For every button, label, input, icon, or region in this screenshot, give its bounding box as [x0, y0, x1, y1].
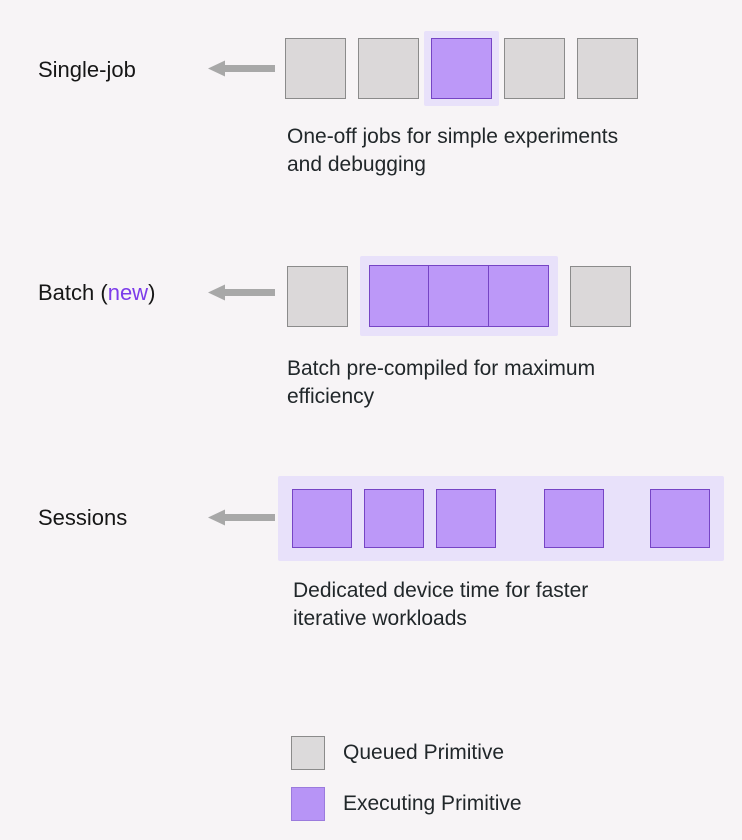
- queued-primitive-square: [577, 38, 638, 99]
- executing-primitive-square: [429, 265, 489, 327]
- description-line: and debugging: [287, 153, 426, 176]
- legend-label: Queued Primitive: [343, 741, 505, 764]
- row-description-sessions: Dedicated device time for faster iterati…: [293, 577, 588, 633]
- description-line: Dedicated device time for faster: [293, 579, 589, 602]
- left-arrow-icon: [208, 509, 275, 526]
- executing-primitive-square: [369, 265, 429, 327]
- queued-primitive-square: [504, 38, 565, 99]
- left-arrow-icon: [208, 60, 275, 77]
- executing-primitive-square: [650, 489, 710, 548]
- job-queue-sessions: [278, 476, 724, 561]
- description-line: efficiency: [287, 385, 375, 408]
- row-label-text: ): [148, 280, 156, 305]
- executing-highlight-halo: [360, 256, 558, 336]
- row-description-single-job: One-off jobs for simple experiments and …: [287, 123, 618, 179]
- description-line: iterative workloads: [293, 607, 467, 630]
- row-label-text: Single-job: [38, 57, 136, 82]
- executing-primitive-square: [431, 38, 492, 99]
- new-badge-text: new: [107, 280, 149, 305]
- left-arrow-icon: [208, 284, 275, 301]
- queued-primitive-square: [285, 38, 346, 99]
- executing-primitive-square: [544, 489, 604, 548]
- legend: Queued Primitive Executing Primitive: [291, 736, 522, 838]
- row-label-text: Sessions: [38, 505, 128, 530]
- executing-primitive-square: [292, 489, 352, 548]
- job-queue-batch: [287, 256, 631, 336]
- legend-item-queued: Queued Primitive: [291, 736, 522, 770]
- executing-primitive-square: [364, 489, 424, 548]
- row-label-sessions: Sessions: [38, 504, 127, 532]
- description-line: One-off jobs for simple experiments: [287, 125, 619, 148]
- row-label-single-job: Single-job: [38, 56, 136, 84]
- executing-primitive-group: [369, 265, 549, 327]
- executing-primitive-swatch: [291, 787, 325, 821]
- queued-primitive-square: [570, 265, 631, 327]
- legend-item-executing: Executing Primitive: [291, 787, 522, 821]
- description-line: Batch pre-compiled for maximum: [287, 357, 596, 380]
- executing-primitive-square: [436, 489, 496, 548]
- row-label-text: Batch (: [38, 280, 108, 305]
- row-description-batch: Batch pre-compiled for maximum efficienc…: [287, 355, 595, 411]
- legend-label: Executing Primitive: [343, 792, 522, 815]
- queued-primitive-square: [358, 38, 419, 99]
- queued-primitive-square: [287, 265, 348, 327]
- queued-primitive-swatch: [291, 736, 325, 770]
- job-queue-single-job: [285, 31, 638, 106]
- executing-primitive-square: [489, 265, 549, 327]
- executing-highlight-halo: [424, 31, 499, 106]
- row-label-batch: Batch (new): [38, 279, 155, 307]
